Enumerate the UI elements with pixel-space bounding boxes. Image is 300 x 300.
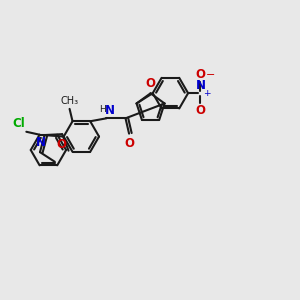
Text: Cl: Cl bbox=[12, 117, 25, 130]
Text: +: + bbox=[203, 89, 211, 98]
Text: O: O bbox=[196, 68, 206, 81]
Text: N: N bbox=[196, 79, 206, 92]
Text: N: N bbox=[36, 136, 46, 148]
Text: O: O bbox=[196, 104, 206, 117]
Text: O: O bbox=[56, 138, 66, 151]
Text: O: O bbox=[146, 77, 156, 90]
Text: N: N bbox=[105, 104, 115, 117]
Text: CH₃: CH₃ bbox=[61, 96, 79, 106]
Text: O: O bbox=[124, 136, 134, 150]
Text: H: H bbox=[99, 105, 106, 114]
Text: −: − bbox=[206, 70, 216, 80]
